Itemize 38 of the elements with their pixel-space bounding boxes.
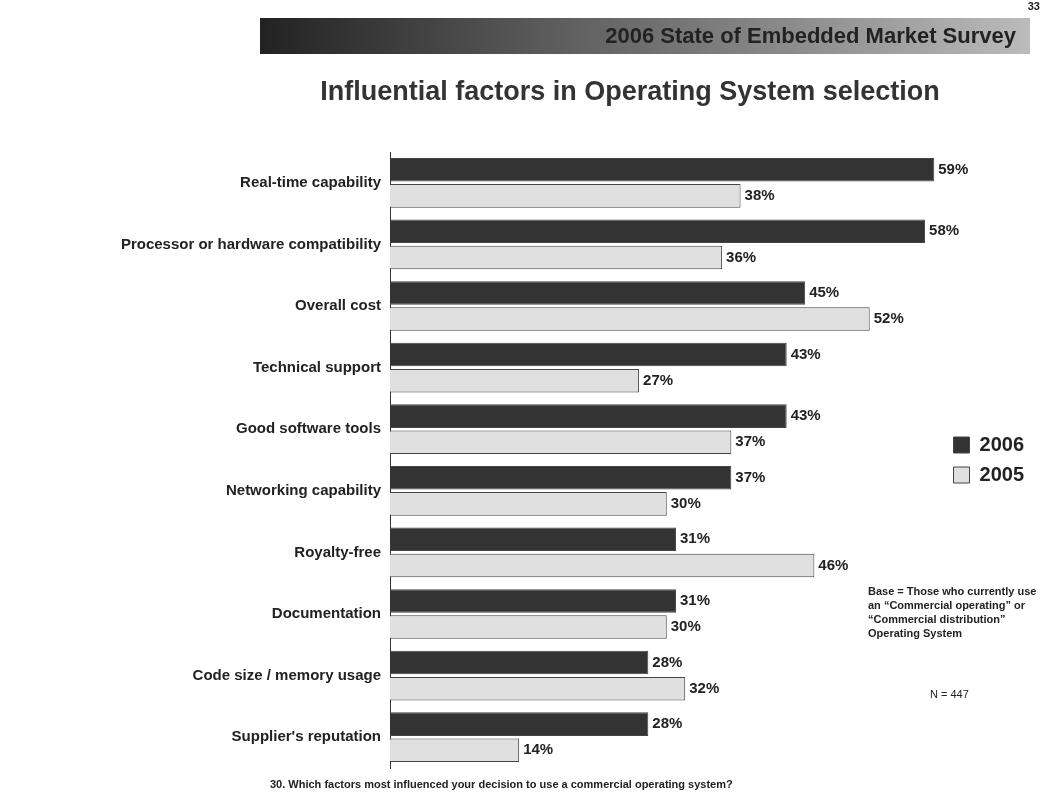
data-label: 31% [679, 529, 711, 547]
data-label: 28% [652, 652, 683, 670]
text: 33 [1027, 0, 1040, 12]
data-label: 43% [790, 344, 821, 362]
annotation: N = 447 [930, 688, 969, 700]
annotation: Base = Those who currently use an “Commercial operating” or “Commercial distribution” Operating System [868, 584, 1038, 640]
y-tick-label: Supplier's reputation [231, 727, 381, 745]
text: 30. Which factors most influenced your decision to use a commercial operating system? [270, 778, 733, 790]
y-tick-label: Technical support [252, 357, 381, 375]
y-tick-label: Code size / memory usage [192, 665, 381, 683]
data-label: 52% [873, 309, 904, 327]
y-tick-label: Overall cost [295, 296, 381, 314]
chart-title: Influential factors in Operating System selection [319, 76, 941, 107]
data-label: 45% [809, 283, 840, 301]
data-label: 37% [735, 467, 766, 485]
data-label: 59% [938, 159, 969, 177]
y-tick-label: Processor or hardware compatibility [120, 234, 382, 252]
data-label: 28% [652, 714, 683, 732]
y-tick-label: Documentation [271, 604, 381, 622]
chart-subtitle: 2006 State of Embedded Market Survey [260, 18, 1030, 54]
data-label: 38% [744, 186, 775, 204]
data-label: 37% [735, 432, 766, 450]
y-tick-label: Real-time capability [240, 172, 382, 190]
y-tick-label: Royalty-free [294, 542, 381, 560]
data-label: 43% [790, 406, 821, 424]
data-label: 31% [679, 591, 711, 609]
data-label: 32% [689, 678, 720, 696]
data-label: 36% [726, 247, 757, 265]
y-tick-label: Good software tools [235, 419, 381, 437]
legend-label: 2006 [979, 432, 1025, 455]
data-label: 27% [643, 370, 674, 388]
data-label: 30% [670, 494, 701, 512]
data-label: 46% [818, 555, 849, 573]
data-label: 14% [523, 740, 554, 758]
data-label: 30% [670, 617, 701, 635]
data-label: 58% [929, 221, 960, 239]
legend-label: 2005 [979, 462, 1025, 485]
y-tick-label: Networking capability [225, 480, 382, 498]
